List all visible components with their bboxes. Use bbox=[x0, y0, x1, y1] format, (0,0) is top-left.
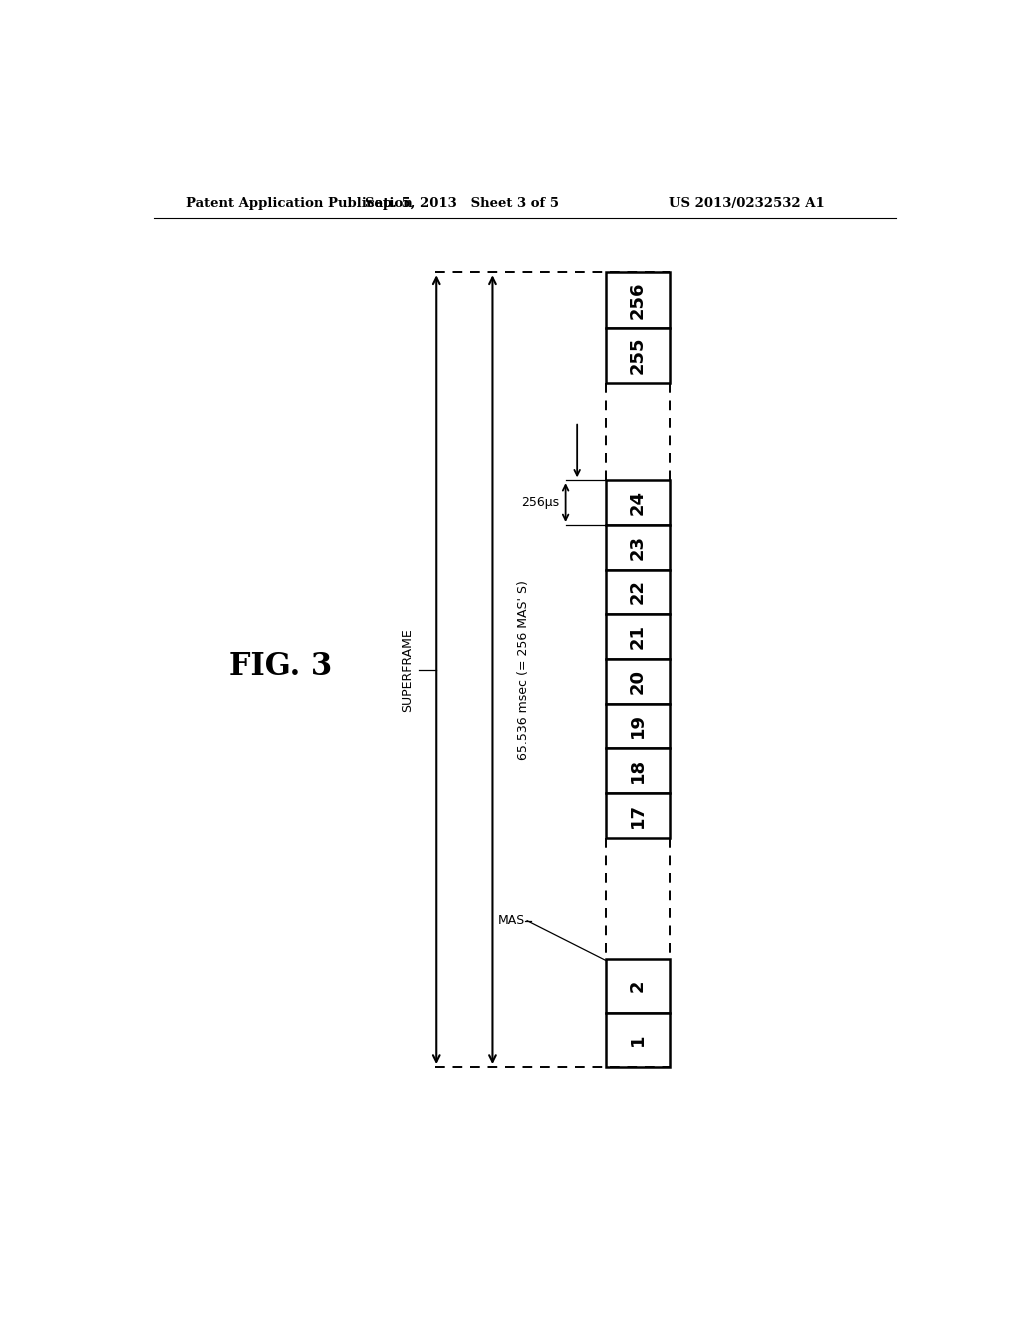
Text: Sep. 5, 2013   Sheet 3 of 5: Sep. 5, 2013 Sheet 3 of 5 bbox=[365, 197, 559, 210]
Text: 255: 255 bbox=[629, 337, 647, 375]
Bar bbox=[606, 748, 670, 793]
Text: 23: 23 bbox=[629, 535, 647, 560]
Text: 24: 24 bbox=[629, 490, 647, 515]
Text: 65.536 msec (= 256 MAS' S): 65.536 msec (= 256 MAS' S) bbox=[517, 579, 529, 759]
Bar bbox=[606, 327, 670, 383]
Text: 20: 20 bbox=[629, 669, 647, 694]
Text: 256: 256 bbox=[629, 281, 647, 319]
Bar bbox=[606, 525, 670, 570]
Bar bbox=[606, 272, 670, 327]
Bar bbox=[606, 793, 670, 837]
Text: 256μs: 256μs bbox=[521, 496, 559, 510]
Bar bbox=[606, 480, 670, 525]
Text: 19: 19 bbox=[629, 713, 647, 738]
Text: SUPERFRAME: SUPERFRAME bbox=[401, 628, 415, 711]
Text: 1: 1 bbox=[629, 1034, 647, 1047]
Text: Patent Application Publication: Patent Application Publication bbox=[186, 197, 413, 210]
Text: 18: 18 bbox=[629, 758, 647, 783]
Bar bbox=[606, 960, 670, 1014]
Bar bbox=[606, 659, 670, 704]
Text: FIG. 3: FIG. 3 bbox=[229, 651, 333, 682]
Bar bbox=[606, 1014, 670, 1067]
Text: MAS: MAS bbox=[498, 915, 524, 927]
Text: 2: 2 bbox=[629, 979, 647, 993]
Text: US 2013/0232532 A1: US 2013/0232532 A1 bbox=[669, 197, 824, 210]
Bar bbox=[606, 570, 670, 614]
Bar bbox=[606, 614, 670, 659]
Text: 21: 21 bbox=[629, 624, 647, 649]
Text: 17: 17 bbox=[629, 803, 647, 828]
Bar bbox=[606, 704, 670, 748]
Text: 22: 22 bbox=[629, 579, 647, 605]
